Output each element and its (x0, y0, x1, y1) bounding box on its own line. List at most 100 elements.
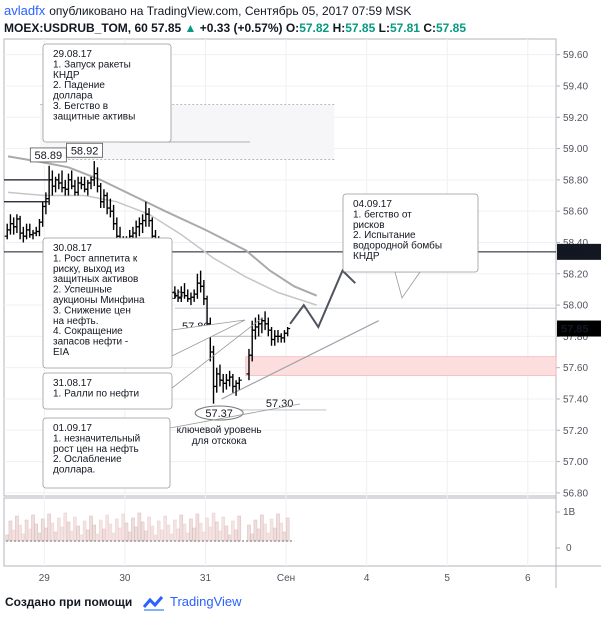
made-with-label: Создано при помощи (5, 595, 133, 609)
callout-tail (169, 403, 301, 429)
y-tick-label: 57.20 (563, 426, 588, 437)
volume-bar (263, 523, 267, 542)
y-tick-label: 57.00 (563, 457, 588, 468)
volume-bar (50, 522, 55, 542)
volume-bar (137, 512, 142, 542)
y-tick-label: 59.00 (563, 144, 588, 155)
callout-line: запасов нефти - (53, 336, 128, 348)
volume-bar (115, 518, 119, 542)
y-tick-label: 58.00 (563, 301, 588, 312)
callout-line: 1. Рост аппетита к (53, 253, 138, 264)
x-tick-label: 6 (525, 573, 531, 584)
callout-line: 1. Запуск ракеты (53, 59, 131, 70)
volume-bar (214, 521, 219, 542)
volume-bar (63, 512, 67, 542)
volume-bar (266, 532, 271, 542)
volume-bar (198, 522, 203, 542)
volume-bar (205, 517, 209, 542)
callout-box (342, 193, 479, 273)
tradingview-brand[interactable]: TradingView (170, 594, 242, 609)
volume-bar (218, 530, 222, 542)
callout-box (42, 43, 172, 143)
volume-bar (92, 524, 97, 542)
callout-line: 3. Бегство в (53, 101, 108, 112)
volume-bar (153, 534, 158, 542)
peak-label: 58.92 (71, 145, 99, 157)
volume-bar (160, 529, 164, 542)
volume-bar (224, 525, 229, 542)
price-chart[interactable]: 56.80 57.00 57.20 57.40 57.60 57.80 58.00 58.20… (0, 0, 601, 588)
volume-bar (163, 515, 167, 542)
volume-bar (57, 517, 61, 542)
volume-bar (192, 527, 196, 542)
volume-bar (166, 524, 171, 542)
volume-bar (124, 522, 129, 542)
moving-average-2 (7, 191, 317, 306)
volume-bar (185, 532, 190, 542)
current-price-label: 57.85 (561, 324, 589, 336)
author-link[interactable]: avladfx (4, 3, 46, 18)
callout-line: 1. бегство от (353, 208, 412, 220)
callout-line: 1. незначительный (53, 433, 140, 444)
volume-bar (40, 518, 45, 542)
header-ohlc-line: MOEX:USDRUB_TOM, 60 57.85 ▲ +0.33 (+0.57… (4, 21, 466, 35)
volume-bar (140, 521, 145, 542)
key-level-caption: для отскока (192, 436, 247, 447)
volume-bar (282, 531, 287, 542)
callout-line: 4. Сокращение (53, 326, 123, 337)
callout-line: 2. Ослабление (53, 453, 122, 465)
callout-line: водородной бомбы (353, 240, 442, 252)
y-tick-label: 57.60 (563, 363, 588, 374)
volume-bar (47, 513, 51, 542)
callout-line: на нефть. (53, 315, 99, 327)
volume-bars (5, 512, 290, 542)
callout-box (42, 237, 173, 369)
y-tick-label: 58.40 (563, 238, 588, 249)
price-label-58-34-bg (557, 243, 601, 260)
callout-line: 3. Снижение цен (53, 305, 131, 316)
price-axis (556, 39, 601, 566)
y-tick-label: 59.20 (563, 113, 588, 124)
support-trendline (221, 320, 379, 400)
callout-line: КНДР (353, 251, 380, 262)
volume-bar (8, 520, 13, 542)
volume-bar (231, 520, 235, 542)
callout-line: 2. Успешные (53, 285, 113, 296)
volume-bar (34, 523, 38, 542)
x-tick-label: 5 (444, 573, 450, 584)
volume-bar (118, 527, 122, 542)
tradingview-logo-icon (142, 596, 164, 611)
volume-bar (18, 524, 22, 542)
callout-tail (171, 317, 263, 389)
volume-bar (276, 513, 280, 542)
open-value: 57.82 (299, 21, 330, 35)
open-label: O: (285, 21, 300, 35)
callout-line: 31.08.17 (53, 378, 92, 389)
volume-bar (53, 531, 58, 542)
price-label-58-34: 58.34 (561, 247, 589, 259)
callout-line: защитные активы (53, 111, 135, 122)
volume-bar (131, 517, 135, 542)
volume-bar (227, 534, 232, 542)
volume-bar (44, 527, 48, 542)
volume-bar (86, 529, 90, 542)
volume-bar (195, 513, 200, 542)
callout-line: 1. Ралли по нефти (53, 387, 139, 399)
callout-box (42, 417, 171, 489)
y-tick-label: 59.60 (563, 50, 588, 61)
volume-bar (28, 528, 32, 542)
volume-bar (253, 519, 258, 542)
volume-bar (285, 517, 290, 542)
volume-bar (250, 533, 254, 542)
callout-line: риску, выход из (53, 264, 125, 275)
volume-bar (89, 515, 93, 542)
volume-bar (269, 518, 274, 542)
support-zone (245, 356, 557, 376)
close-label: C: (423, 21, 436, 35)
volume-bar (31, 514, 35, 542)
ohlc-bar (236, 377, 242, 390)
volume-bar (98, 519, 103, 542)
